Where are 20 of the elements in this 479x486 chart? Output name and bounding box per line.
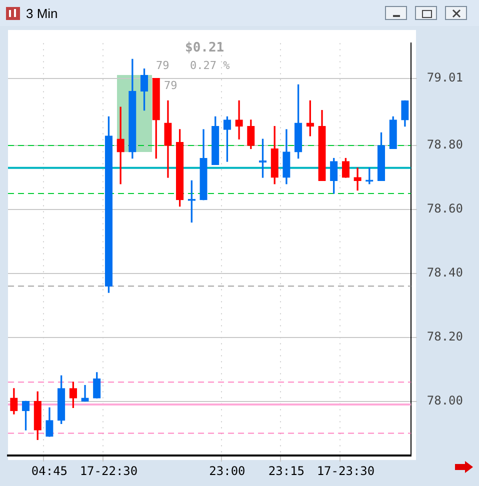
- candlestick: [235, 100, 243, 140]
- annotation: 0.27 %: [190, 58, 230, 72]
- chart-title: 3 Min: [26, 6, 58, 21]
- x-tick-label: 04:45: [31, 464, 68, 478]
- annotation: $0.21: [185, 40, 224, 56]
- y-tick-label: 78.40: [426, 266, 463, 280]
- y-tick-label: 78.20: [426, 329, 463, 344]
- x-tick-label: 23:00: [209, 464, 246, 478]
- y-tick-label: 78.80: [426, 138, 463, 152]
- x-tick-label: 23:15: [268, 464, 305, 478]
- annotation: 79: [164, 78, 178, 92]
- y-tick-label: 78.60: [426, 202, 463, 216]
- candlestick: [81, 384, 89, 402]
- y-tick-label: 78.00: [426, 393, 463, 408]
- x-tick-label: 17-23:30: [316, 464, 375, 478]
- candlestick: [354, 168, 362, 191]
- candlestick: [116, 106, 124, 184]
- x-tick-label: 17-22:30: [80, 464, 138, 478]
- y-tick-label: 79.01: [426, 70, 463, 84]
- annotation: 79: [156, 58, 170, 72]
